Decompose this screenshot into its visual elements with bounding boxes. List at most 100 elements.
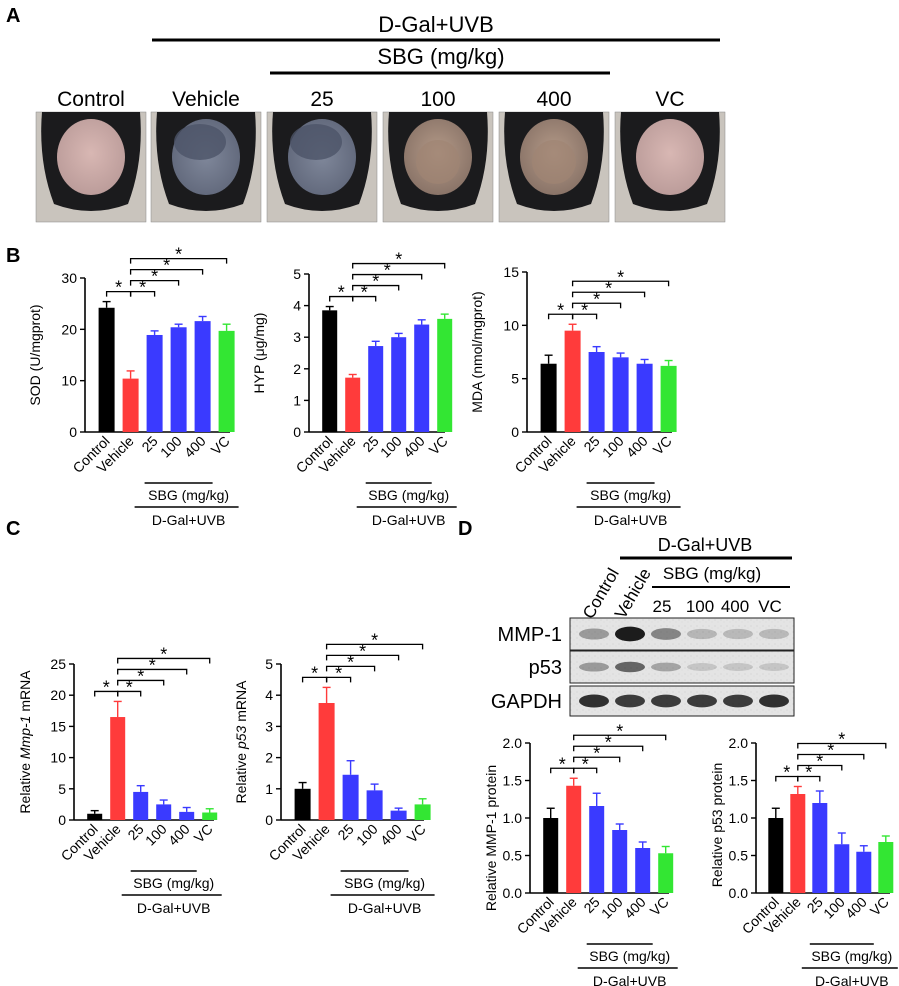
sig-star: * (805, 763, 812, 783)
bar-control (294, 788, 311, 820)
sig-star: * (605, 732, 612, 752)
y-tick-label: 5 (293, 266, 301, 282)
sig-bracket: * (573, 732, 644, 752)
y-tick-label: 0 (511, 424, 519, 440)
sig-bracket: * (325, 663, 352, 683)
blot-band (651, 694, 681, 708)
sig-bracket: * (571, 300, 598, 320)
sig-bracket: * (775, 763, 799, 783)
sig-bracket: * (105, 278, 132, 298)
bar-vehicle (122, 378, 139, 432)
blot-row-label: GAPDH (491, 691, 562, 713)
x-tick-label: VC (426, 433, 451, 458)
blot-row-label: MMP-1 (498, 624, 562, 646)
bar-25 (589, 806, 605, 893)
x-tick-label: VC (191, 821, 216, 846)
sig-star: * (557, 300, 564, 320)
sig-star: * (335, 663, 342, 683)
x-tick-label: 400 (181, 433, 209, 461)
y-tick-label: 1 (265, 781, 273, 797)
y-tick-label: 1.5 (503, 773, 523, 789)
y-axis-label: HYP (μg/mg) (251, 313, 267, 394)
sig-bracket: * (571, 267, 670, 287)
treatment-group-label: D-Gal+UVB (593, 973, 667, 986)
sig-bracket: * (573, 743, 621, 763)
sig-star: * (137, 666, 144, 686)
panel-letter-c: C (6, 518, 20, 540)
x-tick-label: VC (867, 894, 892, 919)
sig-star: * (816, 752, 823, 772)
bar-vehicle (564, 330, 581, 432)
blot-row-gapdh: GAPDH (491, 685, 795, 717)
sig-bracket: * (547, 300, 574, 320)
y-tick-label: 0 (58, 812, 66, 828)
bar-25 (812, 803, 828, 893)
blot-band (687, 663, 717, 671)
blot-bands: MMP-1 p53 GAPDH (491, 617, 795, 717)
y-axis-label: MDA (nmol/mgprot) (469, 291, 485, 412)
bar-control (768, 818, 784, 893)
bar-400 (856, 851, 872, 893)
sig-star: * (593, 289, 600, 309)
y-tick-label: 3 (293, 329, 301, 345)
x-tick-label: VC (647, 894, 672, 919)
bar-400 (194, 321, 211, 432)
y-tick-label: 15 (50, 718, 66, 734)
sig-bracket: * (352, 283, 377, 303)
sig-star: * (175, 245, 182, 265)
photo-label: 100 (420, 88, 455, 111)
sbg-group-label: SBG (mg/kg) (590, 487, 671, 503)
y-tick-label: 20 (50, 687, 66, 703)
bar-25 (368, 346, 384, 432)
sig-star: * (149, 655, 156, 675)
treatment-group-label: D-Gal+UVB (137, 900, 211, 916)
sig-bracket: * (573, 754, 598, 774)
y-tick-label: 0.5 (729, 848, 749, 864)
treatment-group-label: D-Gal+UVB (152, 512, 226, 528)
sbg-group-label: SBG (mg/kg) (589, 948, 670, 964)
y-tick-label: 1.0 (729, 810, 749, 826)
y-tick-label: 2 (293, 361, 301, 377)
blot-band (651, 662, 681, 672)
y-axis-label: Relative p53 mRNA (233, 680, 249, 804)
bar-400 (179, 811, 195, 820)
y-axis-label: SOD (U/mgprot) (27, 304, 43, 405)
y-tick-label: 2.0 (729, 735, 749, 751)
x-tick-label: VC (404, 821, 429, 846)
sig-star: * (139, 278, 146, 298)
sig-bracket: * (117, 666, 165, 686)
y-axis-label: Relative p53 protein (709, 763, 725, 888)
sig-bracket: * (94, 677, 119, 697)
panel-letter-d: D (458, 518, 472, 540)
treatment-group-label: D-Gal+UVB (348, 900, 422, 916)
y-tick-label: 1.5 (729, 773, 749, 789)
bar-vc (658, 853, 674, 893)
sig-bracket: * (571, 278, 646, 298)
sig-bracket: * (797, 741, 865, 761)
bar-400 (390, 810, 407, 820)
y-tick-label: 4 (265, 687, 273, 703)
sig-star: * (617, 267, 624, 287)
blot-band (759, 628, 789, 640)
blot-band (723, 628, 753, 640)
bar-100 (612, 830, 628, 893)
x-tick-label: 25 (138, 433, 160, 455)
y-tick-label: 0 (69, 424, 77, 440)
bar-vc (218, 330, 235, 432)
bar-control (543, 818, 559, 893)
blot-band (615, 661, 645, 673)
sig-star: * (126, 677, 133, 697)
sig-bracket: * (301, 663, 328, 683)
y-tick-label: 0.5 (503, 848, 523, 864)
x-tick-label: 25 (580, 433, 602, 455)
sig-bracket: * (329, 283, 354, 303)
sig-bracket: * (129, 278, 156, 298)
sig-bracket: * (571, 289, 622, 309)
y-tick-label: 15 (503, 264, 519, 280)
x-tick-label: VC (650, 433, 675, 458)
sig-star: * (559, 754, 566, 774)
